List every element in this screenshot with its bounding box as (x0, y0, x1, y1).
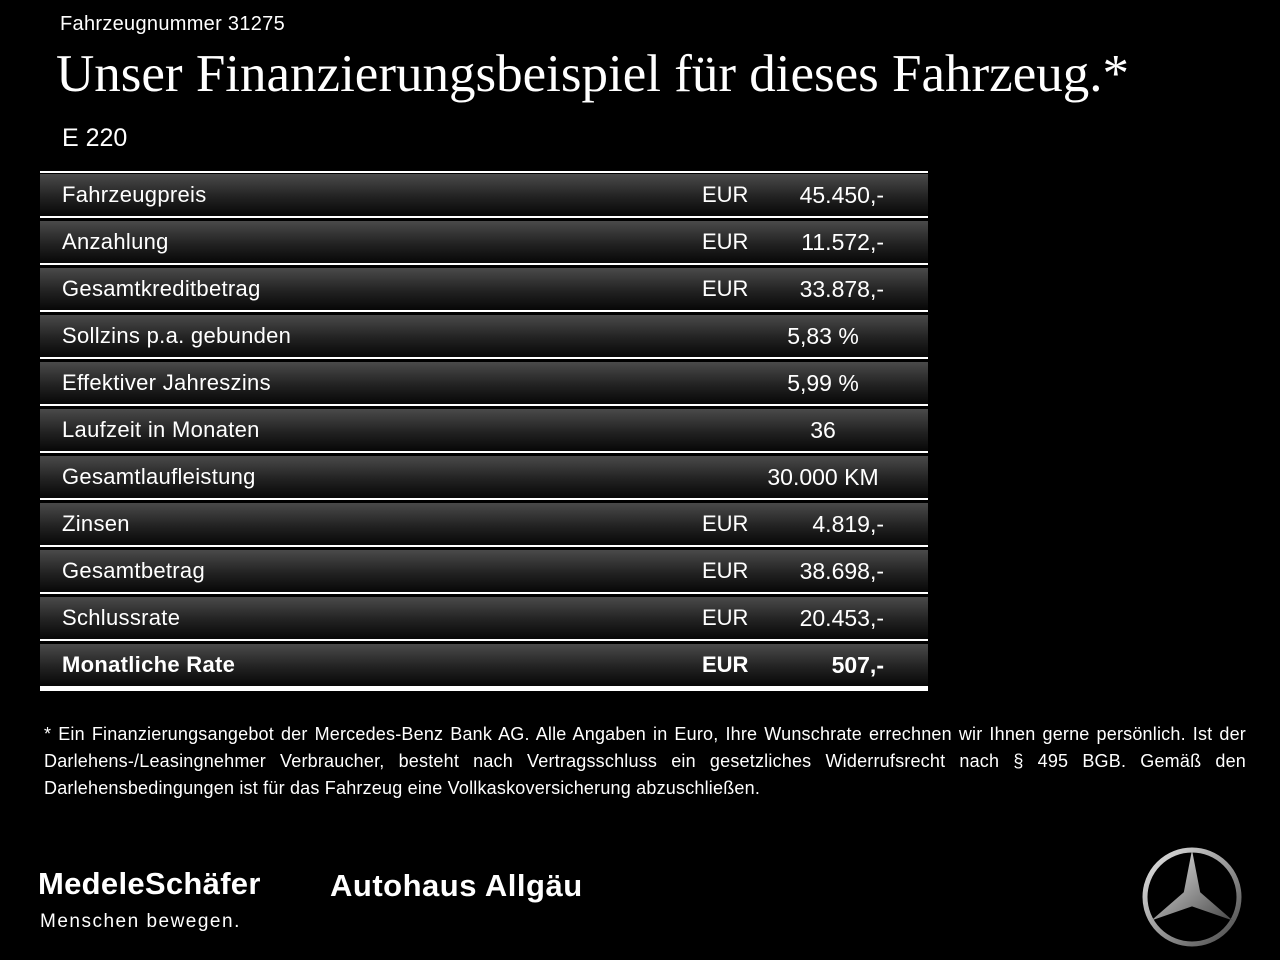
row-label: Fahrzeugpreis (62, 182, 207, 207)
table-row: Schlussrate EUR 20.453,- (40, 597, 928, 641)
table-row: Gesamtkreditbetrag EUR 33.878,- (40, 268, 928, 312)
row-value: 30.000 KM (767, 463, 879, 490)
autohaus-logo-text: Autohaus Allgäu (330, 868, 583, 903)
table-row: Zinsen EUR 4.819,- (40, 503, 928, 547)
table-row: Laufzeit in Monaten 36 (40, 409, 928, 453)
table-row: Effektiver Jahreszins 5,99 % (40, 362, 928, 406)
row-label: Gesamtkreditbetrag (62, 276, 261, 301)
row-value: 5,83 % (787, 322, 859, 349)
vehicle-number: Fahrzeugnummer 31275 (60, 13, 286, 35)
row-currency: EUR (702, 605, 749, 630)
dealer-slogan: Menschen bewegen. (40, 911, 241, 932)
row-currency: EUR (702, 182, 749, 207)
row-value: 45.450,- (799, 181, 884, 208)
table-row-monthly-rate: Monatliche Rate EUR 507,- (40, 644, 928, 691)
table-row: Gesamtlaufleistung 30.000 KM (40, 456, 928, 500)
row-label: Schlussrate (62, 605, 181, 630)
row-label: Effektiver Jahreszins (62, 370, 271, 395)
row-currency: EUR (702, 511, 749, 536)
financing-footnote: * Ein Finanzierungsangebot der Mercedes-… (44, 724, 1246, 798)
row-value: 507,- (831, 651, 884, 678)
row-currency: EUR (702, 558, 749, 583)
table-row: Sollzins p.a. gebunden 5,83 % (40, 315, 928, 359)
row-label: Laufzeit in Monaten (62, 417, 260, 442)
row-label: Sollzins p.a. gebunden (62, 323, 292, 348)
model-label: E 220 (62, 124, 128, 152)
row-label: Anzahlung (62, 229, 169, 254)
dealer-logo-text: MedeleSchäfer (38, 866, 261, 901)
row-label: Zinsen (62, 511, 130, 536)
row-value: 33.878,- (799, 275, 884, 302)
row-currency: EUR (702, 229, 749, 254)
row-value: 20.453,- (799, 604, 884, 631)
row-currency: EUR (702, 276, 749, 301)
row-value: 38.698,- (799, 557, 884, 584)
row-value: 4.819,- (812, 510, 884, 537)
table-row: Fahrzeugpreis EUR 45.450,- (40, 174, 928, 218)
financing-table: Fahrzeugpreis EUR 45.450,- Anzahlung EUR… (40, 171, 928, 691)
page-title: Unser Finanzierungsbeispiel für dieses F… (56, 45, 1129, 103)
row-label: Gesamtlaufleistung (62, 464, 256, 489)
row-value: 5,99 % (787, 369, 859, 396)
row-value: 36 (810, 416, 836, 443)
table-row: Anzahlung EUR 11.572,- (40, 221, 928, 265)
row-label: Monatliche Rate (62, 652, 236, 677)
table-row: Gesamtbetrag EUR 38.698,- (40, 550, 928, 594)
row-label: Gesamtbetrag (62, 558, 206, 583)
row-value: 11.572,- (801, 228, 884, 255)
row-currency: EUR (702, 652, 749, 677)
mercedes-star-icon (1137, 842, 1247, 952)
